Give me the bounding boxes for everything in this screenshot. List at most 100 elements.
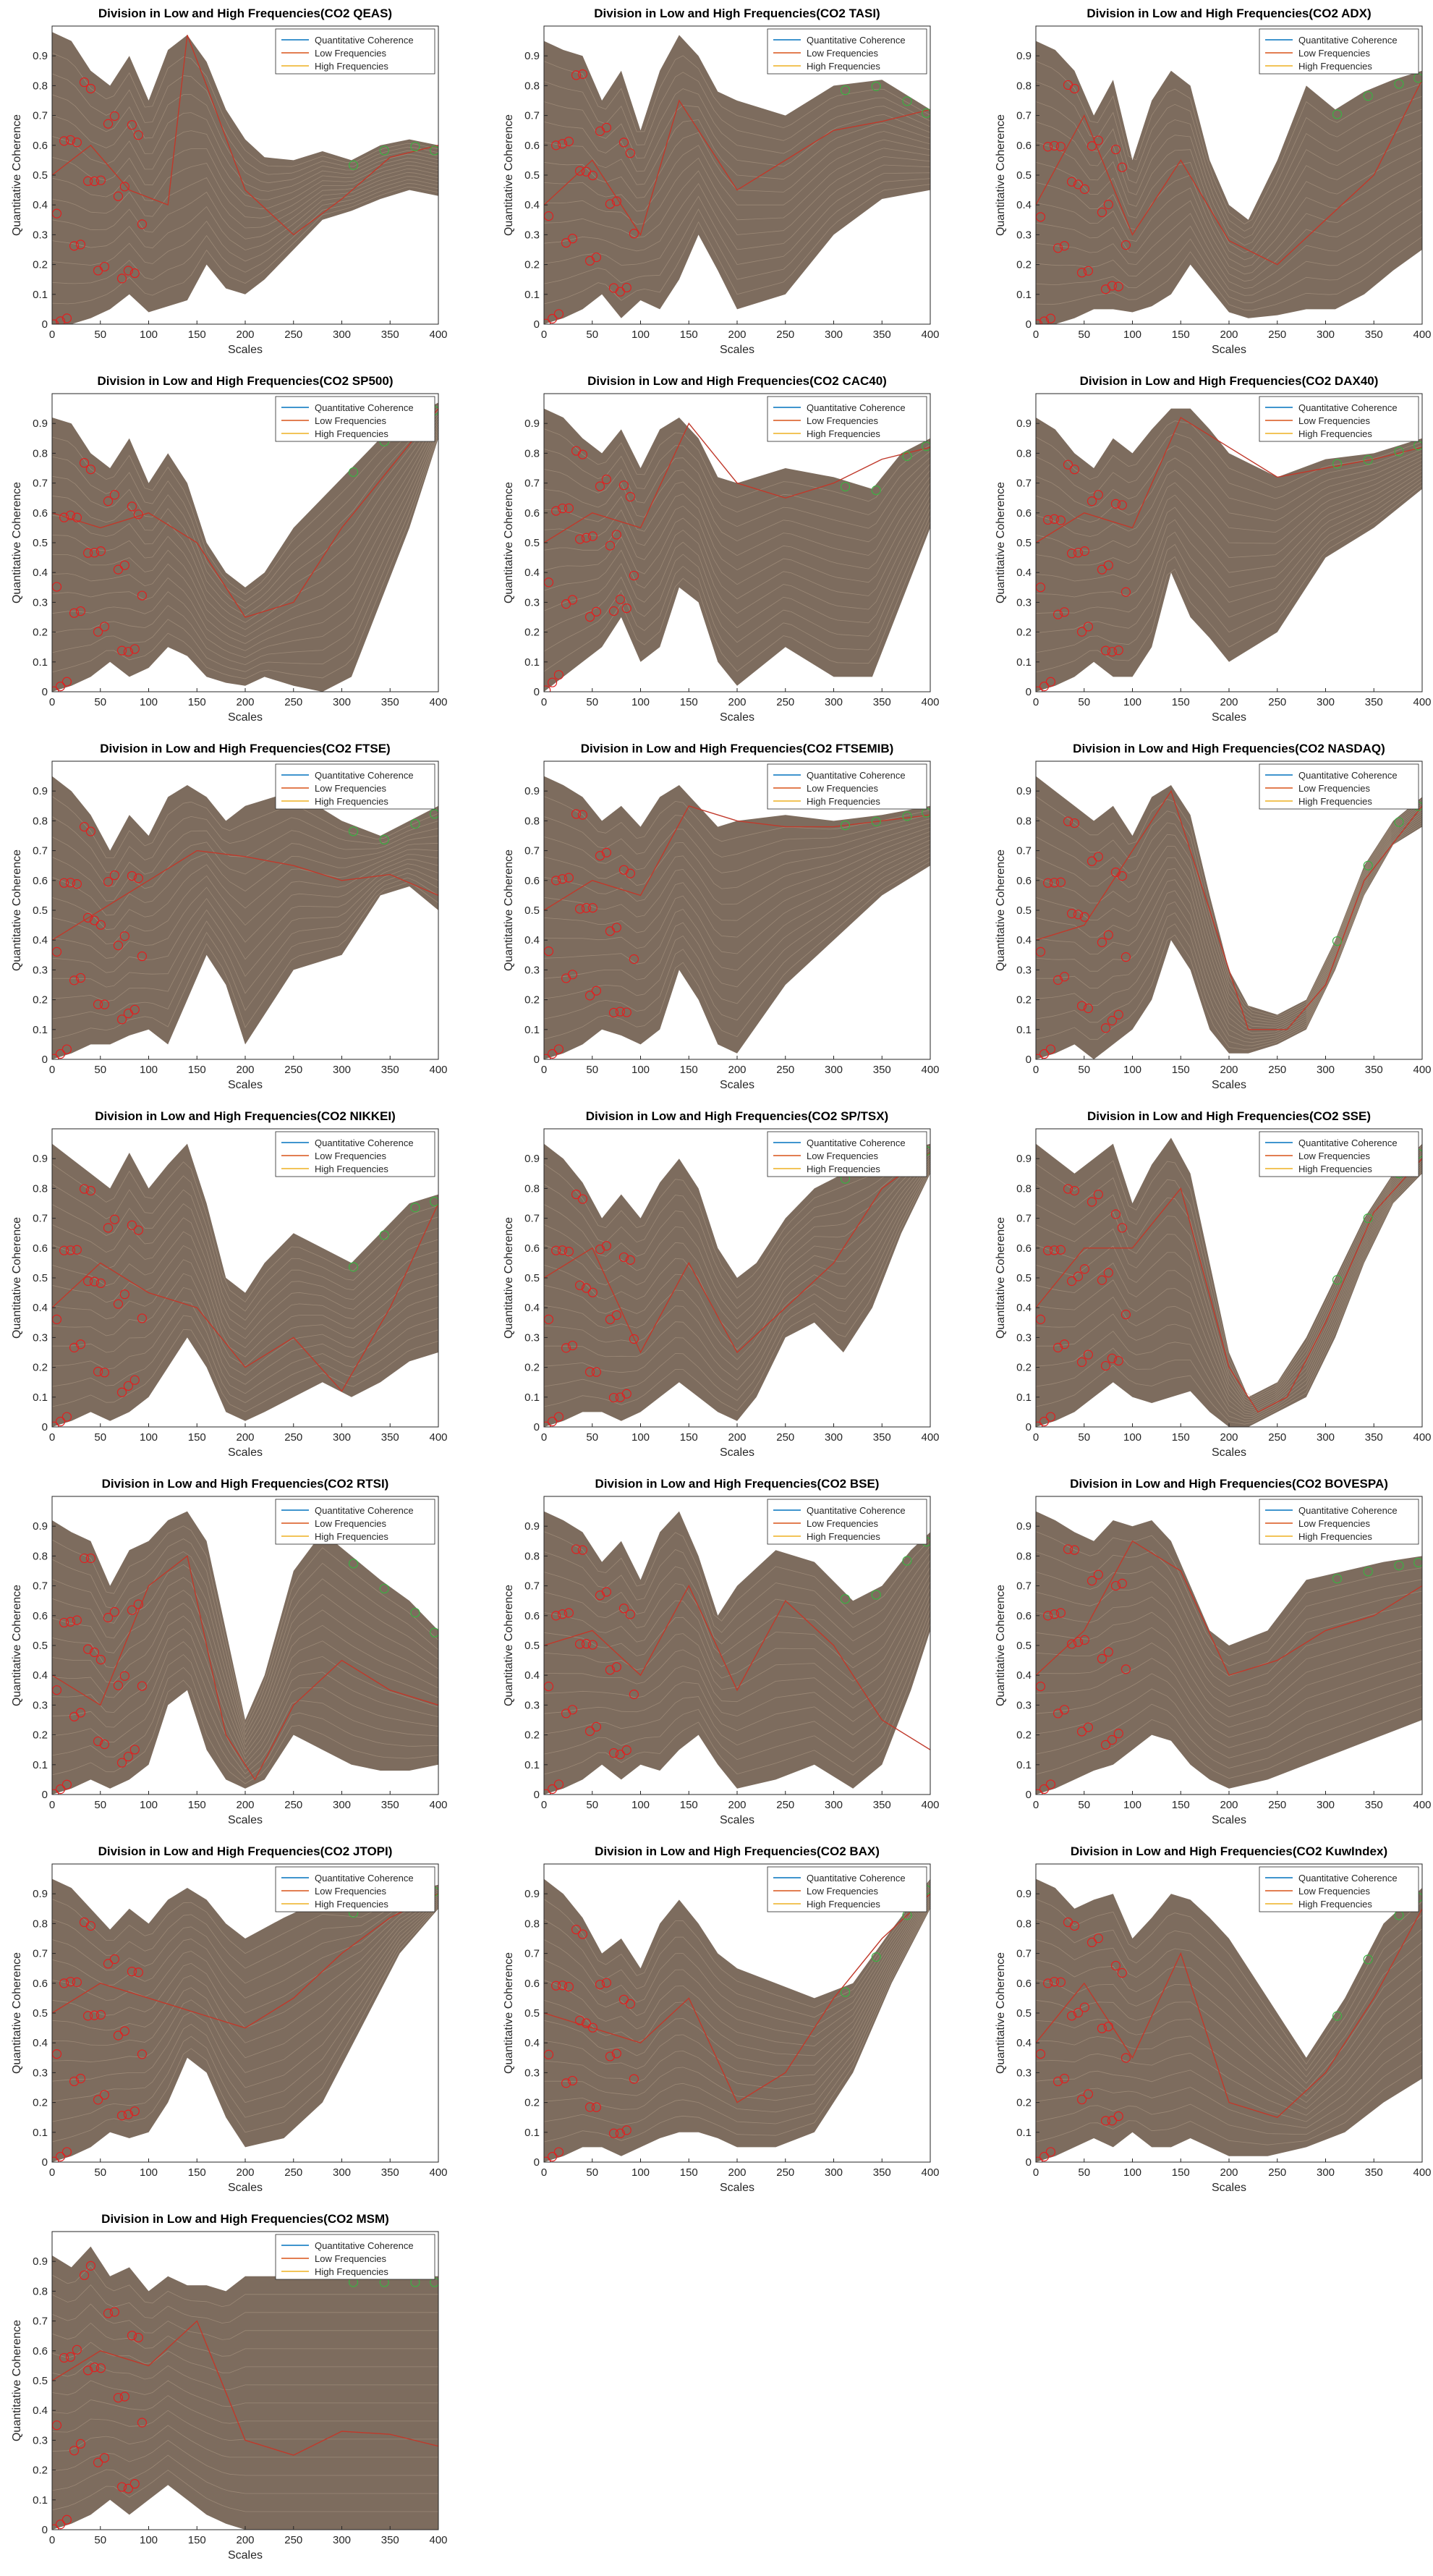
low-frequency-marker (133, 873, 143, 884)
low-frequency-marker (1059, 241, 1070, 251)
low-frequency-marker (72, 512, 82, 522)
low-frequency-marker (1121, 2053, 1131, 2063)
x-axis-label: Scales (1212, 1079, 1246, 1091)
low-frequency-marker (544, 318, 551, 324)
y-tick-label: 0.9 (524, 418, 540, 430)
high-frequency-marker (348, 1262, 359, 1272)
x-tick-label: 350 (1365, 2166, 1383, 2179)
chart-panel: Division in Low and High Frequencies(CO2… (984, 0, 1433, 368)
band-stripe (52, 415, 438, 623)
y-tick-label: 0.1 (524, 1024, 540, 1036)
low-frequency-marker (95, 175, 106, 185)
low-frequency-marker (577, 1929, 588, 1939)
low-frequency-marker (544, 2156, 551, 2162)
x-tick-label: 400 (921, 329, 939, 341)
x-tick-label: 400 (1413, 2166, 1431, 2179)
y-tick-label: 0.9 (1016, 1153, 1032, 1165)
y-axis-label: Quantitative Coherence (995, 1217, 1007, 1339)
y-tick-label: 0.6 (33, 875, 48, 887)
x-tick-label: 50 (1078, 2166, 1090, 2179)
y-tick-label: 0 (42, 2524, 48, 2536)
x-tick-label: 200 (728, 1064, 746, 1076)
low-frequency-marker (123, 2109, 133, 2119)
x-tick-label: 50 (1078, 329, 1090, 341)
y-tick-label: 0.1 (1016, 1024, 1032, 1036)
band-stripe (544, 818, 930, 873)
low-frequency-marker (581, 1283, 592, 1293)
low-frequency-marker (127, 2331, 137, 2341)
low-frequency-marker (629, 2074, 639, 2084)
y-tick-label: 0.9 (524, 785, 540, 797)
y-tick-label: 0.5 (524, 169, 540, 182)
low-frequency-marker (116, 1014, 127, 1025)
low-frequency-marker (82, 1644, 93, 1654)
legend-label: High Frequencies (807, 428, 880, 439)
band-stripes (52, 1161, 438, 1412)
low-frequency-marker (595, 851, 605, 861)
low-frequency-marker (113, 2030, 124, 2041)
x-tick-label: 300 (1317, 1064, 1335, 1076)
low-frequency-marker (1053, 2076, 1063, 2087)
low-frequency-marker (1103, 1647, 1113, 1657)
x-tick-label: 200 (236, 696, 254, 708)
low-frequency-marker (93, 999, 103, 1009)
legend-label: High Frequencies (807, 796, 880, 807)
high-frequency-marker (379, 834, 389, 845)
low-frequency-marker (1117, 1967, 1127, 1978)
coherence-band (544, 1878, 930, 2162)
high-frequency-marker (840, 1594, 851, 1604)
low-frequency-marker (133, 509, 143, 520)
x-tick-label: 350 (381, 696, 399, 708)
low-frequency-marker (113, 1299, 124, 1309)
ridge-line (52, 408, 438, 618)
band-stripe (544, 496, 930, 614)
y-tick-label: 0.3 (1016, 1699, 1032, 1711)
x-tick-label: 350 (873, 696, 891, 708)
x-tick-label: 400 (921, 1064, 939, 1076)
low-frequency-marker (584, 611, 595, 622)
band-stripe (544, 1560, 930, 1656)
chart-title: Division in Low and High Frequencies(CO2… (97, 374, 393, 388)
high-frequency-marker (871, 816, 881, 826)
x-axis-label: Scales (228, 1814, 263, 1826)
coherence-band (52, 402, 438, 692)
low-frequency-marker (1049, 140, 1060, 151)
plot-area (544, 35, 930, 324)
low-frequency-marker (1121, 1664, 1131, 1674)
band-stripe (1036, 485, 1422, 673)
x-tick-label: 100 (632, 1064, 650, 1076)
y-tick-label: 0.8 (1016, 447, 1032, 459)
y-axis-label: Quantitative Coherence (995, 1952, 1007, 2074)
band-stripe (544, 1553, 930, 1645)
band-stripe (1036, 815, 1422, 1037)
y-tick-label: 0.5 (1016, 904, 1032, 917)
band-stripe (544, 822, 930, 889)
ridge-line (52, 2320, 438, 2456)
low-frequency-marker (1073, 910, 1084, 920)
coherence-band (52, 1143, 438, 1427)
band-stripe (52, 1245, 438, 1357)
x-tick-label: 50 (586, 1431, 598, 1444)
x-axis-label: Scales (1212, 344, 1246, 356)
y-tick-label: 0.6 (33, 140, 48, 152)
band-stripe (52, 1525, 438, 1726)
x-tick-label: 200 (728, 329, 746, 341)
x-tick-label: 200 (236, 2166, 254, 2179)
low-frequency-marker (1053, 609, 1063, 619)
low-frequency-marker (82, 176, 93, 186)
low-frequency-marker (116, 2111, 127, 2121)
band-stripe (1036, 470, 1422, 598)
x-tick-label: 100 (140, 2166, 158, 2179)
band-stripe (544, 1169, 930, 1402)
low-frequency-marker (109, 870, 119, 881)
high-frequency-marker (1394, 79, 1404, 89)
band-stripe (544, 1145, 930, 1289)
low-frequency-marker (1066, 177, 1077, 187)
x-axis-label: Scales (1212, 1446, 1246, 1459)
band-stripe (52, 428, 438, 658)
low-frequency-marker (605, 1665, 616, 1675)
low-frequency-marker (85, 1553, 96, 1564)
x-tick-label: 100 (632, 329, 650, 341)
coherence-band (1036, 41, 1422, 324)
legend: Quantitative Coherence Low Frequencies Hig… (1259, 1131, 1419, 1177)
